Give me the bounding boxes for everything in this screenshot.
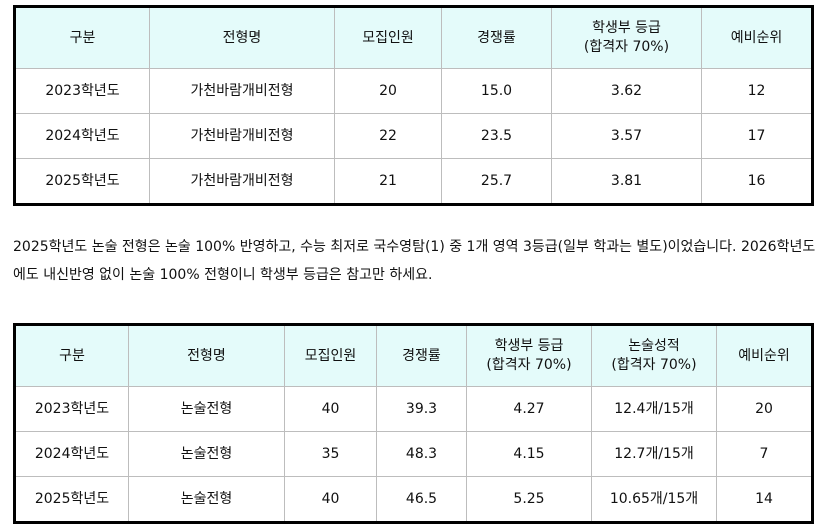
description-paragraph: 2025학년도 논술 전형은 논술 100% 반영하고, 수능 최저로 국수영탐… [13,239,816,283]
table-cell: 가천바람개비전형 [149,113,335,159]
table-cell: 3.81 [551,158,702,205]
table-cell: 2023학년도 [14,68,150,114]
table-cell: 48.3 [376,431,467,477]
header-cell: 전형명 [149,6,335,69]
table-cell: 4.27 [466,386,592,432]
table-cell: 22 [334,113,442,159]
table-row: 2025학년도 논술전형 40 46.5 5.25 10.65개/15개 14 [14,476,813,523]
header-cell: 논술성적 (합격자 70%) [591,324,717,387]
table-row: 2023학년도 논술전형 40 39.3 4.27 12.4개/15개 20 [14,386,813,432]
header-cell: 예비순위 [716,324,813,387]
table-cell: 25.7 [441,158,552,205]
table-cell: 2024학년도 [14,431,129,477]
table-cell: 12 [701,68,813,114]
table-cell: 40 [284,476,377,523]
header-cell: 구분 [14,6,150,69]
table-cell: 2025학년도 [14,476,129,523]
admissions-table-nonsul: 구분 전형명 모집인원 경쟁률 학생부 등급 (합격자 70%) 논술성적 (합… [13,323,814,524]
table-cell: 3.57 [551,113,702,159]
table-cell: 7 [716,431,813,477]
header-cell: 예비순위 [701,6,813,69]
header-cell: 모집인원 [334,6,442,69]
table-cell: 2024학년도 [14,113,150,159]
header-cell: 모집인원 [284,324,377,387]
header-cell: 학생부 등급 (합격자 70%) [466,324,592,387]
header-cell: 구분 [14,324,129,387]
admissions-table-baramgaebi: 구분 전형명 모집인원 경쟁률 학생부 등급 (합격자 70%) 예비순위 20… [13,5,814,206]
table-row: 2025학년도 가천바람개비전형 21 25.7 3.81 16 [14,158,813,205]
table-cell: 4.15 [466,431,592,477]
table-cell: 3.62 [551,68,702,114]
table-cell: 논술전형 [128,386,285,432]
table-cell: 12.4개/15개 [591,386,717,432]
table-cell: 가천바람개비전형 [149,158,335,205]
table-cell: 15.0 [441,68,552,114]
table-cell: 39.3 [376,386,467,432]
header-cell: 학생부 등급 (합격자 70%) [551,6,702,69]
table-cell: 논술전형 [128,476,285,523]
table-cell: 10.65개/15개 [591,476,717,523]
table-cell: 35 [284,431,377,477]
header-cell: 경쟁률 [441,6,552,69]
table-row: 2024학년도 논술전형 35 48.3 4.15 12.7개/15개 7 [14,431,813,477]
table-cell: 17 [701,113,813,159]
table-cell: 21 [334,158,442,205]
table-cell: 23.5 [441,113,552,159]
table-cell: 16 [701,158,813,205]
table-cell: 12.7개/15개 [591,431,717,477]
table-cell: 46.5 [376,476,467,523]
table-cell: 5.25 [466,476,592,523]
table-cell: 2023학년도 [14,386,129,432]
table-row: 2024학년도 가천바람개비전형 22 23.5 3.57 17 [14,113,813,159]
table-cell: 40 [284,386,377,432]
table-cell: 20 [716,386,813,432]
table-cell: 2025학년도 [14,158,150,205]
table-cell: 논술전형 [128,431,285,477]
table-row: 2023학년도 가천바람개비전형 20 15.0 3.62 12 [14,68,813,114]
table-cell: 가천바람개비전형 [149,68,335,114]
table-cell: 20 [334,68,442,114]
table-cell: 14 [716,476,813,523]
header-cell: 전형명 [128,324,285,387]
header-cell: 경쟁률 [376,324,467,387]
